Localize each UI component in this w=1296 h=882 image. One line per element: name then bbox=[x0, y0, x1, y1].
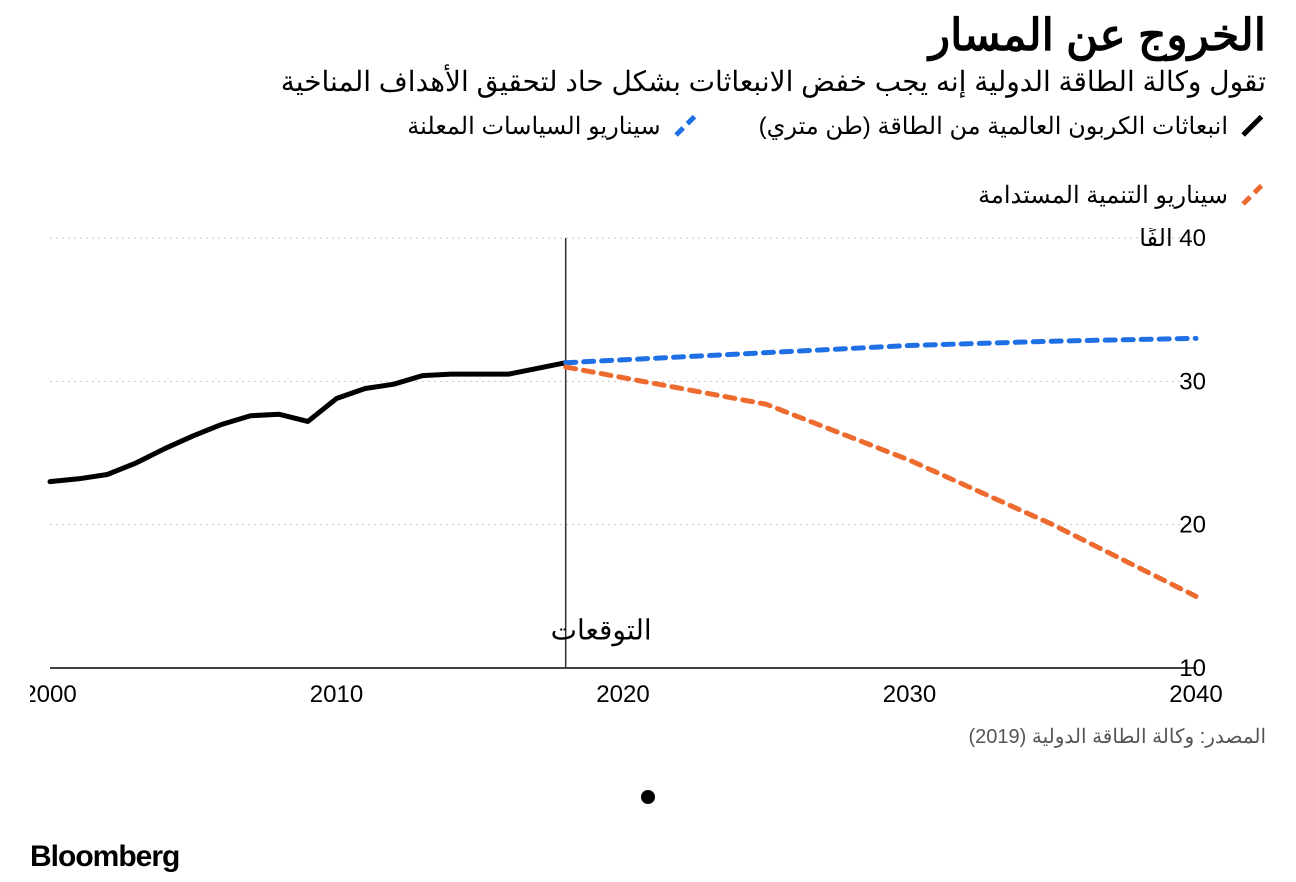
legend-swatch-sustainable bbox=[1241, 184, 1263, 206]
chart-area: 10203040 ألفًا20002010202020302040التوقع… bbox=[30, 228, 1266, 698]
svg-text:20: 20 bbox=[1179, 512, 1206, 539]
svg-text:2030: 2030 bbox=[883, 681, 936, 708]
svg-text:2010: 2010 bbox=[310, 681, 363, 708]
legend-item-sustainable: سيناريو التنمية المستدامة bbox=[978, 181, 1266, 210]
chart-subtitle: تقول وكالة الطاقة الدولية إنه يجب خفض ال… bbox=[30, 65, 1266, 98]
legend-swatch-historical bbox=[1241, 115, 1263, 137]
legend-item-historical: انبعاثات الكربون العالمية من الطاقة (طن … bbox=[759, 112, 1266, 141]
legend-label-sustainable: سيناريو التنمية المستدامة bbox=[978, 181, 1228, 210]
svg-text:30: 30 bbox=[1179, 368, 1206, 395]
legend-swatch-stated bbox=[674, 115, 696, 137]
bloomberg-logo: Bloomberg bbox=[30, 840, 179, 873]
chart-title: الخروج عن المسار bbox=[30, 10, 1266, 61]
legend-label-historical: انبعاثات الكربون العالمية من الطاقة (طن … bbox=[759, 112, 1228, 141]
legend: انبعاثات الكربون العالمية من الطاقة (طن … bbox=[30, 112, 1266, 210]
svg-text:2020: 2020 bbox=[596, 681, 649, 708]
chart-container: الخروج عن المسار تقول وكالة الطاقة الدول… bbox=[0, 0, 1296, 882]
svg-text:2000: 2000 bbox=[30, 681, 77, 708]
svg-text:40 ألفًا: 40 ألفًا bbox=[1139, 228, 1206, 252]
line-chart-svg: 10203040 ألفًا20002010202020302040التوقع… bbox=[30, 228, 1266, 728]
legend-item-stated: سيناريو السياسات المعلنة bbox=[407, 112, 698, 141]
svg-text:2040: 2040 bbox=[1169, 681, 1222, 708]
pager-dot bbox=[641, 790, 655, 804]
logo-area: Bloomberg bbox=[30, 840, 179, 874]
svg-text:التوقعات: التوقعات bbox=[551, 614, 652, 646]
legend-label-stated: سيناريو السياسات المعلنة bbox=[407, 112, 660, 141]
